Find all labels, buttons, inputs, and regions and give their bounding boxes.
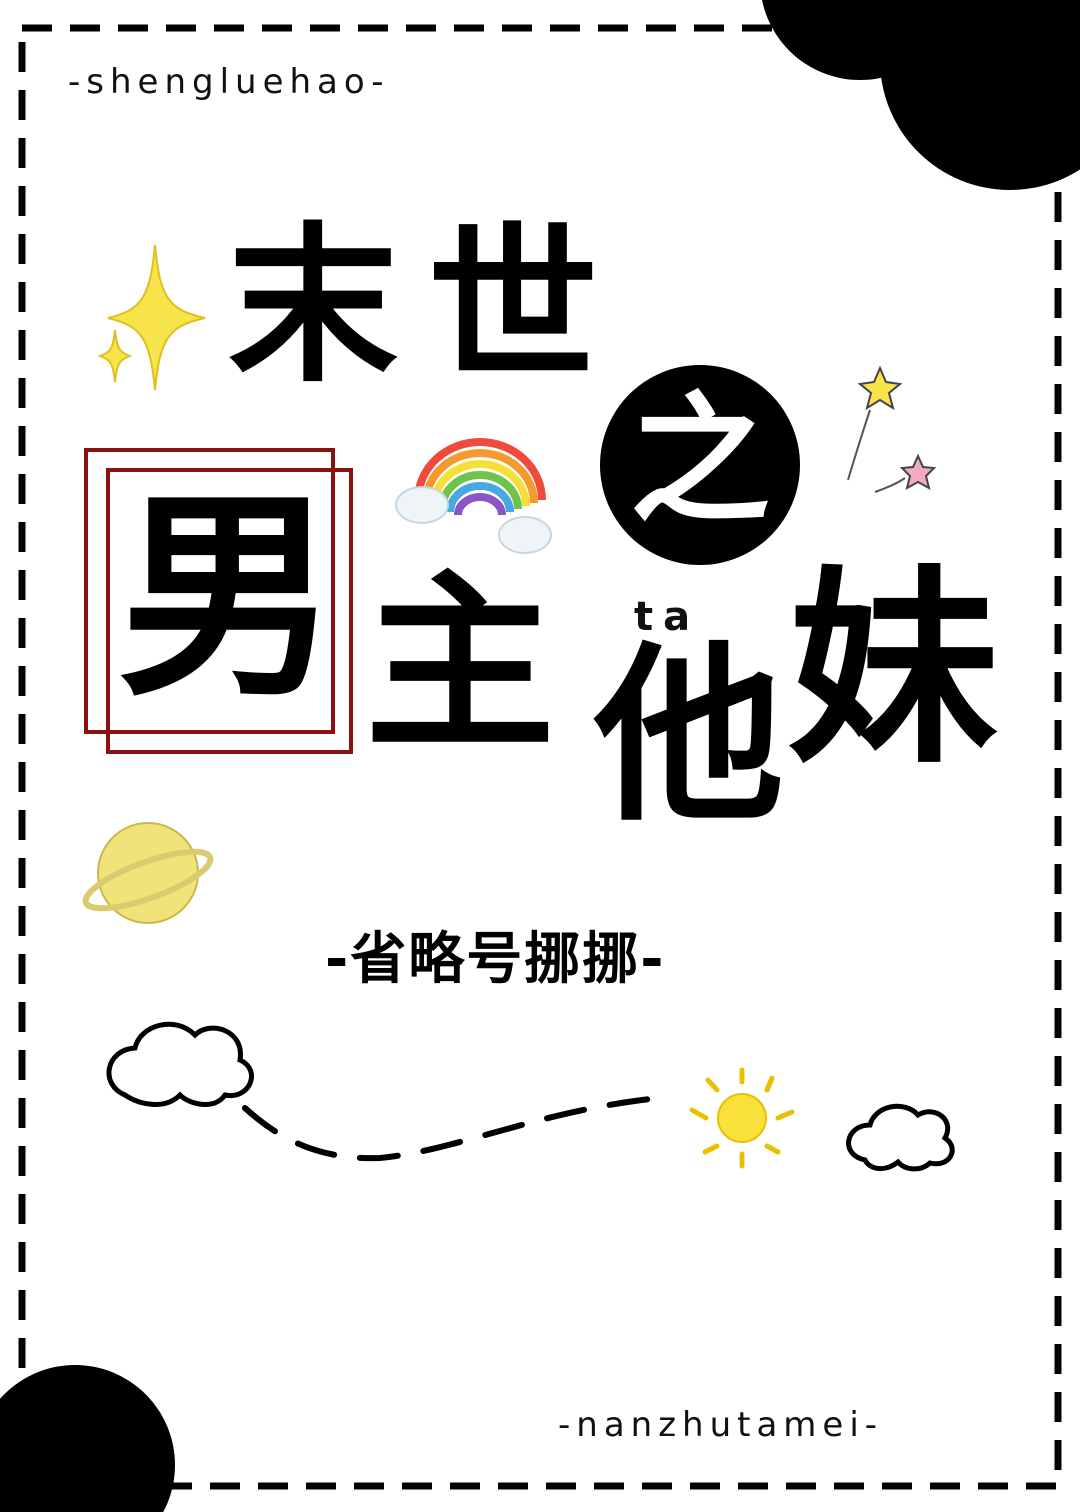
title-char-4: 男 (118, 470, 339, 726)
title-char-2: 世 (428, 208, 599, 406)
top-tag: -shengluehao- (68, 62, 390, 102)
title-ruby: ta (634, 594, 701, 640)
title-char-3: 之 (630, 380, 771, 543)
title-char-7: 妹 (788, 547, 999, 792)
cloud-icon (106, 1021, 955, 1172)
title-char-6: 他 (594, 626, 785, 847)
star-wand-icon (847, 365, 937, 493)
title-circle (600, 365, 800, 565)
planet-icon (82, 822, 214, 924)
sparkle-icon (97, 244, 206, 391)
title-frame (84, 448, 353, 754)
dashed-path (242, 1095, 663, 1162)
bottom-left-blob (0, 1365, 175, 1512)
top-right-blobs (762, 0, 1080, 190)
title-char-5: 主 (365, 554, 556, 775)
sun-icon (689, 1067, 795, 1169)
title-char-1: 末 (228, 208, 399, 406)
author-name: -省略号挪挪- (325, 927, 666, 992)
bottom-tag: -nanzhutamei- (558, 1405, 884, 1445)
rainbow-icon (395, 438, 552, 554)
